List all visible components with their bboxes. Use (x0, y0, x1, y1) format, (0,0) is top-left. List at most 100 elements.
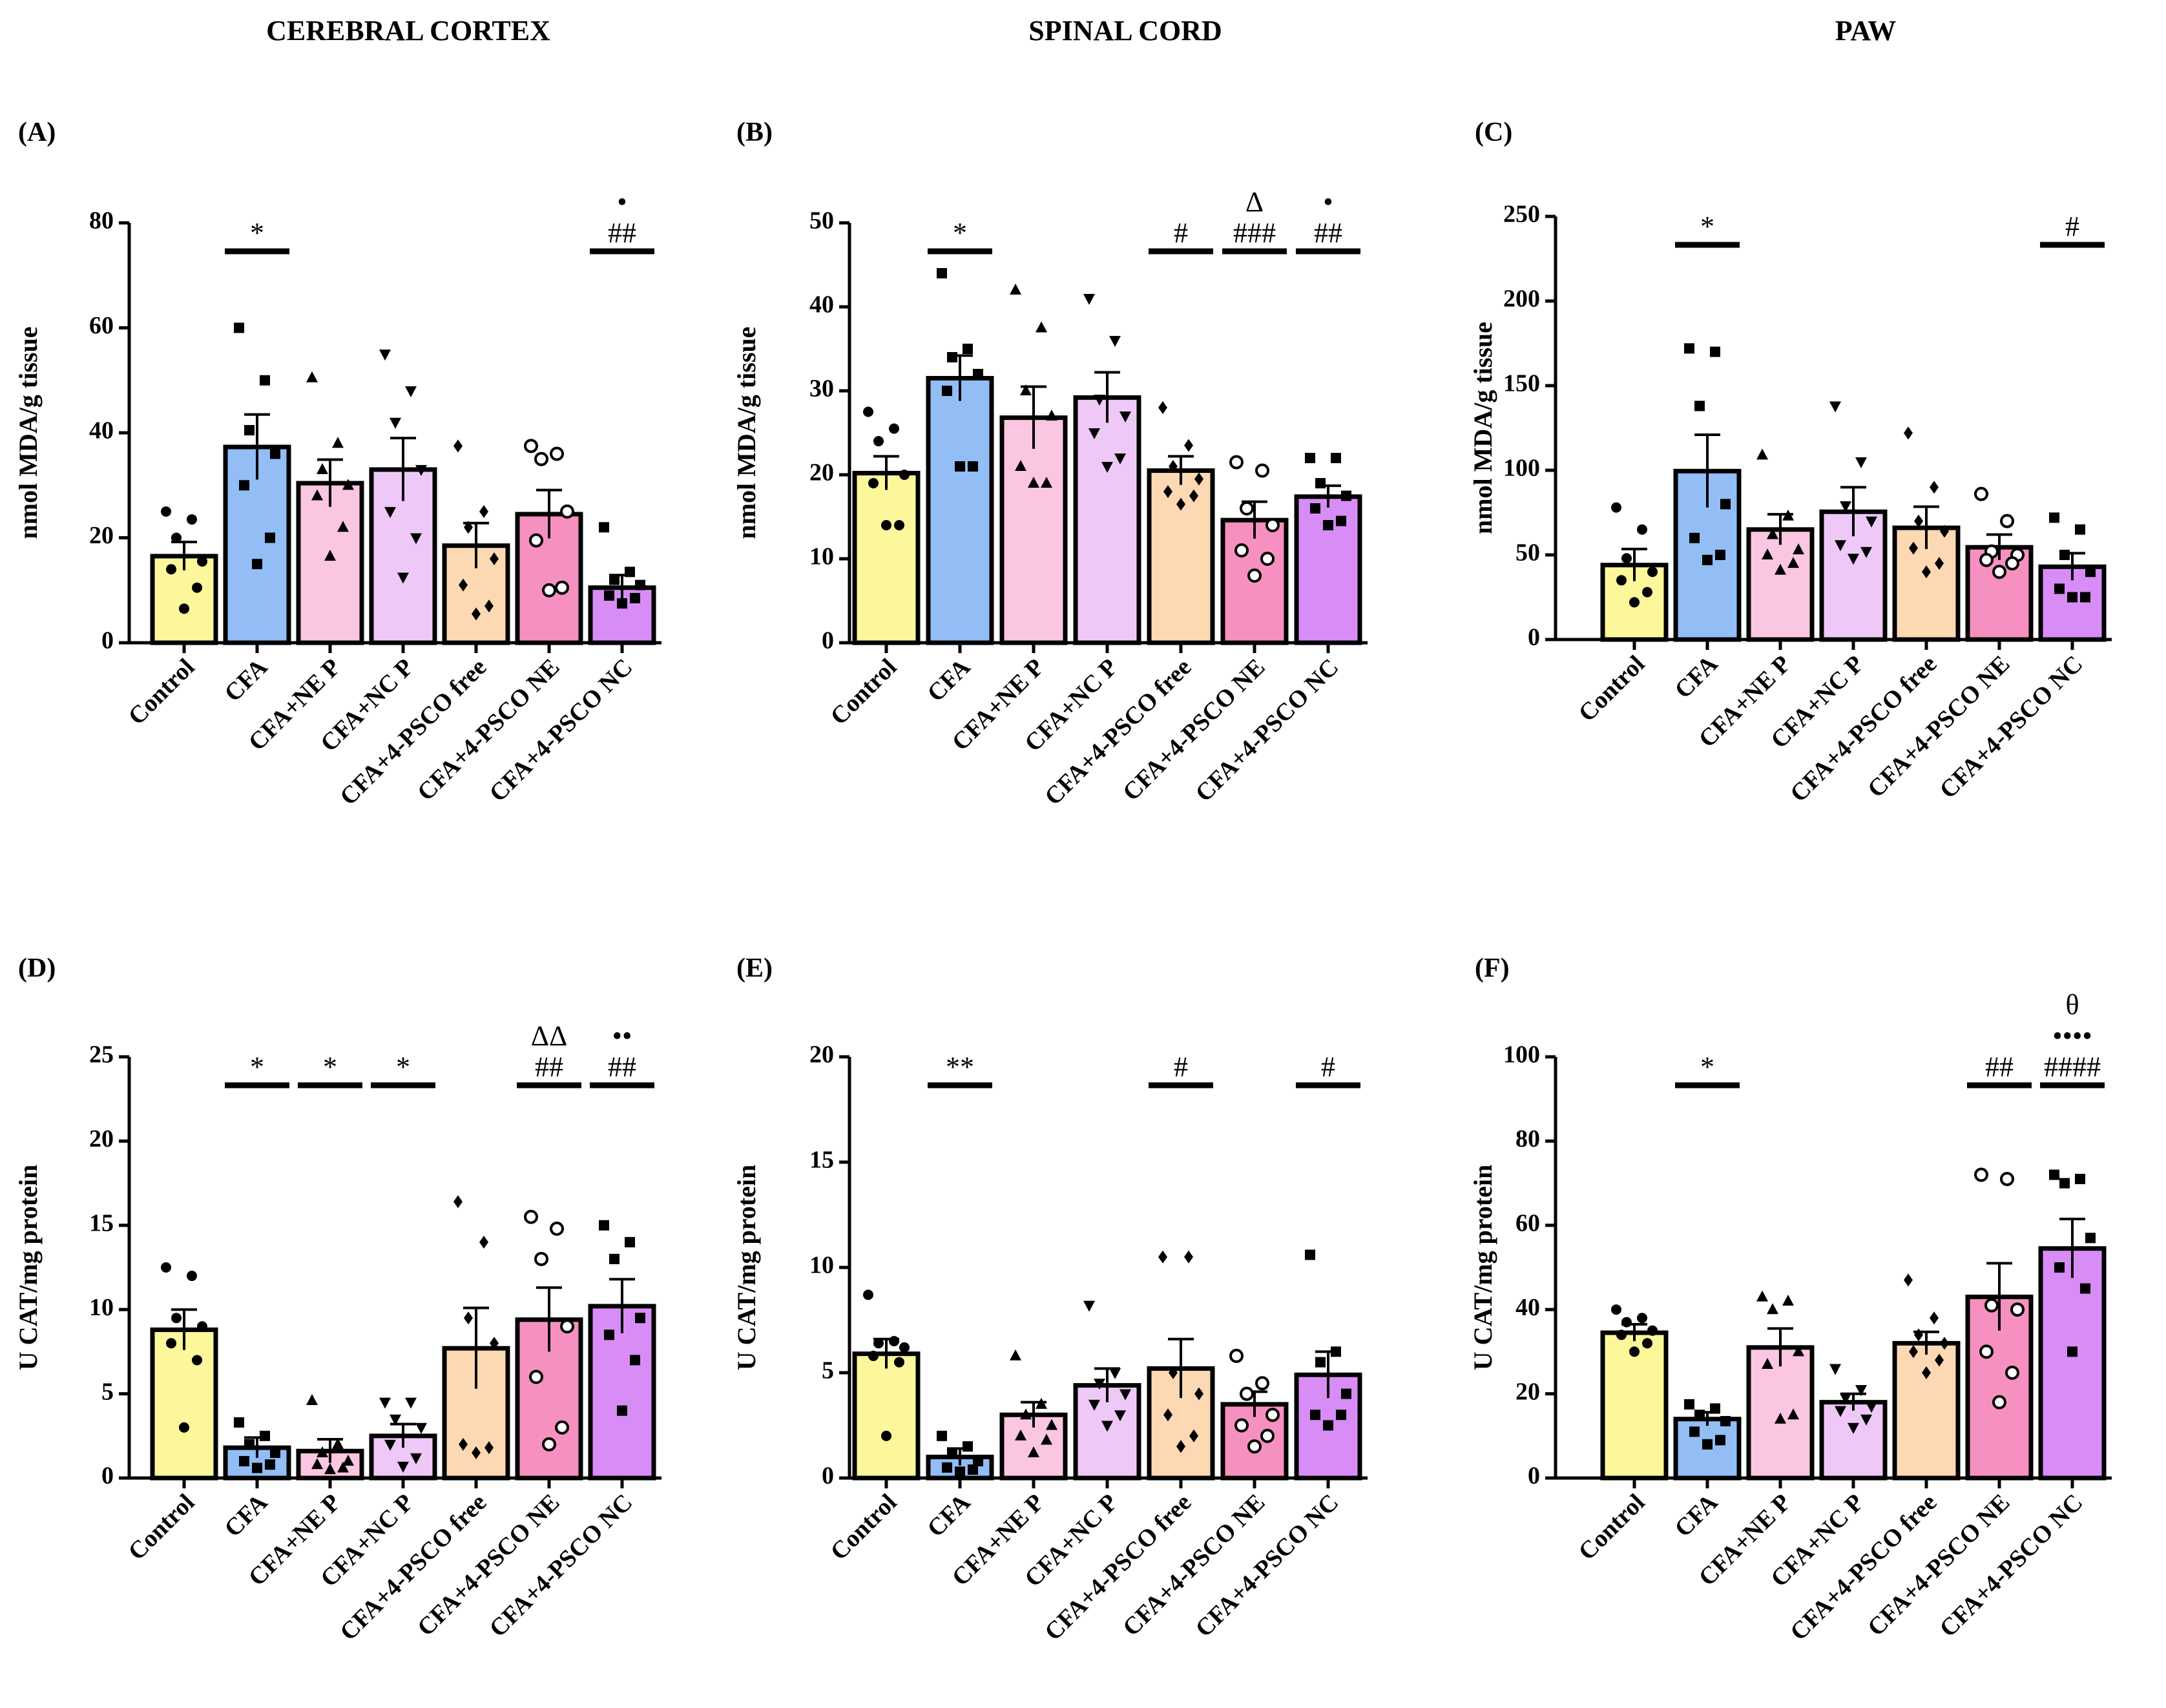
data-point (617, 1405, 627, 1416)
data-point (1974, 486, 1988, 501)
y-tick-label: 25 (89, 1041, 114, 1068)
data-point (1642, 587, 1652, 598)
data-point (1767, 528, 1778, 539)
data-point (1240, 501, 1254, 516)
significance-label: #### (2044, 1051, 2101, 1083)
data-point (472, 1446, 481, 1459)
bar-cfa-ne-p (296, 481, 364, 645)
data-point (1922, 565, 1931, 579)
bar-control (852, 470, 921, 645)
panel-f-chart: (F) U CAT/mg protein 0 20 40 60 80 100 Control CF… (1468, 953, 2112, 1646)
data-point (244, 1439, 255, 1450)
data-point (260, 375, 270, 386)
data-point (192, 1355, 202, 1366)
panel-label: (F) (1475, 953, 1510, 983)
data-point (617, 598, 627, 609)
data-point (2000, 514, 2014, 528)
data-point (1935, 557, 1944, 570)
data-point (947, 352, 957, 362)
y-tick-label: 0 (101, 627, 114, 654)
data-point (405, 386, 417, 397)
data-point (1642, 1338, 1652, 1349)
data-point (1194, 472, 1203, 486)
y-tick-label: 100 (1503, 1041, 1540, 1068)
y-tick-label: 30 (809, 375, 834, 402)
x-tick-label: CFA (219, 1488, 273, 1542)
data-point (1109, 1368, 1121, 1379)
data-point (1694, 1410, 1705, 1421)
data-point (1860, 547, 1872, 558)
data-point (881, 520, 891, 530)
data-point (1855, 457, 1867, 468)
data-point (397, 572, 409, 584)
data-point (1848, 1422, 1859, 1434)
data-point (630, 592, 640, 603)
data-point (1094, 1379, 1105, 1390)
bar-cfa-nc-p (1073, 395, 1141, 645)
panel-e-chart: (E) U CAT/mg protein 0 5 10 15 20 Control CFA CFA… (732, 953, 1368, 1646)
data-point (384, 506, 396, 518)
data-point (947, 1447, 957, 1458)
data-point (2049, 512, 2059, 523)
column-title-cerebral-cortex: CEREBRAL CORTEX (266, 15, 550, 47)
x-tick-label: CFA+4-PSCO NC (1191, 654, 1344, 807)
data-point (1046, 410, 1057, 421)
data-point (1260, 552, 1275, 566)
data-point (1169, 1366, 1178, 1379)
panel-label: (A) (18, 118, 56, 147)
data-point (2059, 1178, 2070, 1189)
y-axis-label: U CAT/mg protein (732, 1165, 761, 1371)
y-tick-label: 10 (809, 543, 834, 570)
data-point (560, 504, 574, 519)
data-point (270, 1447, 280, 1458)
column-title-spinal-cord: SPINAL CORD (1028, 15, 1222, 47)
data-point (604, 590, 614, 601)
significance-label: • (1323, 186, 1333, 218)
data-point (1028, 477, 1039, 488)
data-point (324, 1463, 336, 1474)
data-point (2005, 1366, 2019, 1380)
data-point (324, 549, 336, 561)
data-point (464, 1311, 473, 1325)
data-point (1010, 284, 1021, 295)
data-point (1229, 1348, 1244, 1363)
data-point (179, 603, 189, 614)
data-point (306, 371, 318, 382)
data-point (2067, 592, 2077, 603)
data-point (635, 579, 645, 590)
data-point (1992, 1395, 2006, 1410)
data-point (1647, 1325, 1658, 1336)
data-point (1715, 1435, 1725, 1446)
y-axis-label: nmol MDA/g tissue (1468, 322, 1497, 534)
data-point (244, 424, 255, 435)
panel-b-chart: (B) nmol MDA/g tissue 0 10 20 30 40 50 Control CF… (732, 118, 1368, 811)
data-point (234, 1417, 244, 1428)
data-point (1940, 1337, 1949, 1350)
data-point (171, 532, 182, 543)
data-point (260, 1430, 270, 1441)
data-point (1611, 1304, 1621, 1315)
data-point (1762, 548, 1773, 559)
y-tick-label: 60 (89, 312, 114, 339)
bar-cfa-4-psco-ne (1965, 545, 2034, 642)
data-point (1109, 336, 1121, 347)
x-tick-label: CFA+4-PSCO NC (1935, 1489, 2088, 1643)
data-point (973, 369, 983, 379)
data-point (1163, 485, 1172, 498)
x-tick-label: CFA (922, 653, 975, 707)
data-point (1036, 321, 1047, 333)
significance-label: * (1700, 211, 1714, 242)
data-point (459, 578, 468, 592)
data-point (635, 1313, 645, 1324)
significance-label: ** (946, 1051, 974, 1083)
data-point (1158, 401, 1167, 414)
data-point (1930, 1311, 1939, 1325)
significance-label: •••• (2052, 1020, 2092, 1052)
data-point (453, 439, 463, 453)
data-point (894, 520, 904, 530)
significance-label: # (2065, 211, 2079, 242)
data-point (942, 1462, 952, 1473)
data-point (192, 582, 202, 593)
data-point (1710, 346, 1720, 357)
data-point (529, 533, 543, 548)
